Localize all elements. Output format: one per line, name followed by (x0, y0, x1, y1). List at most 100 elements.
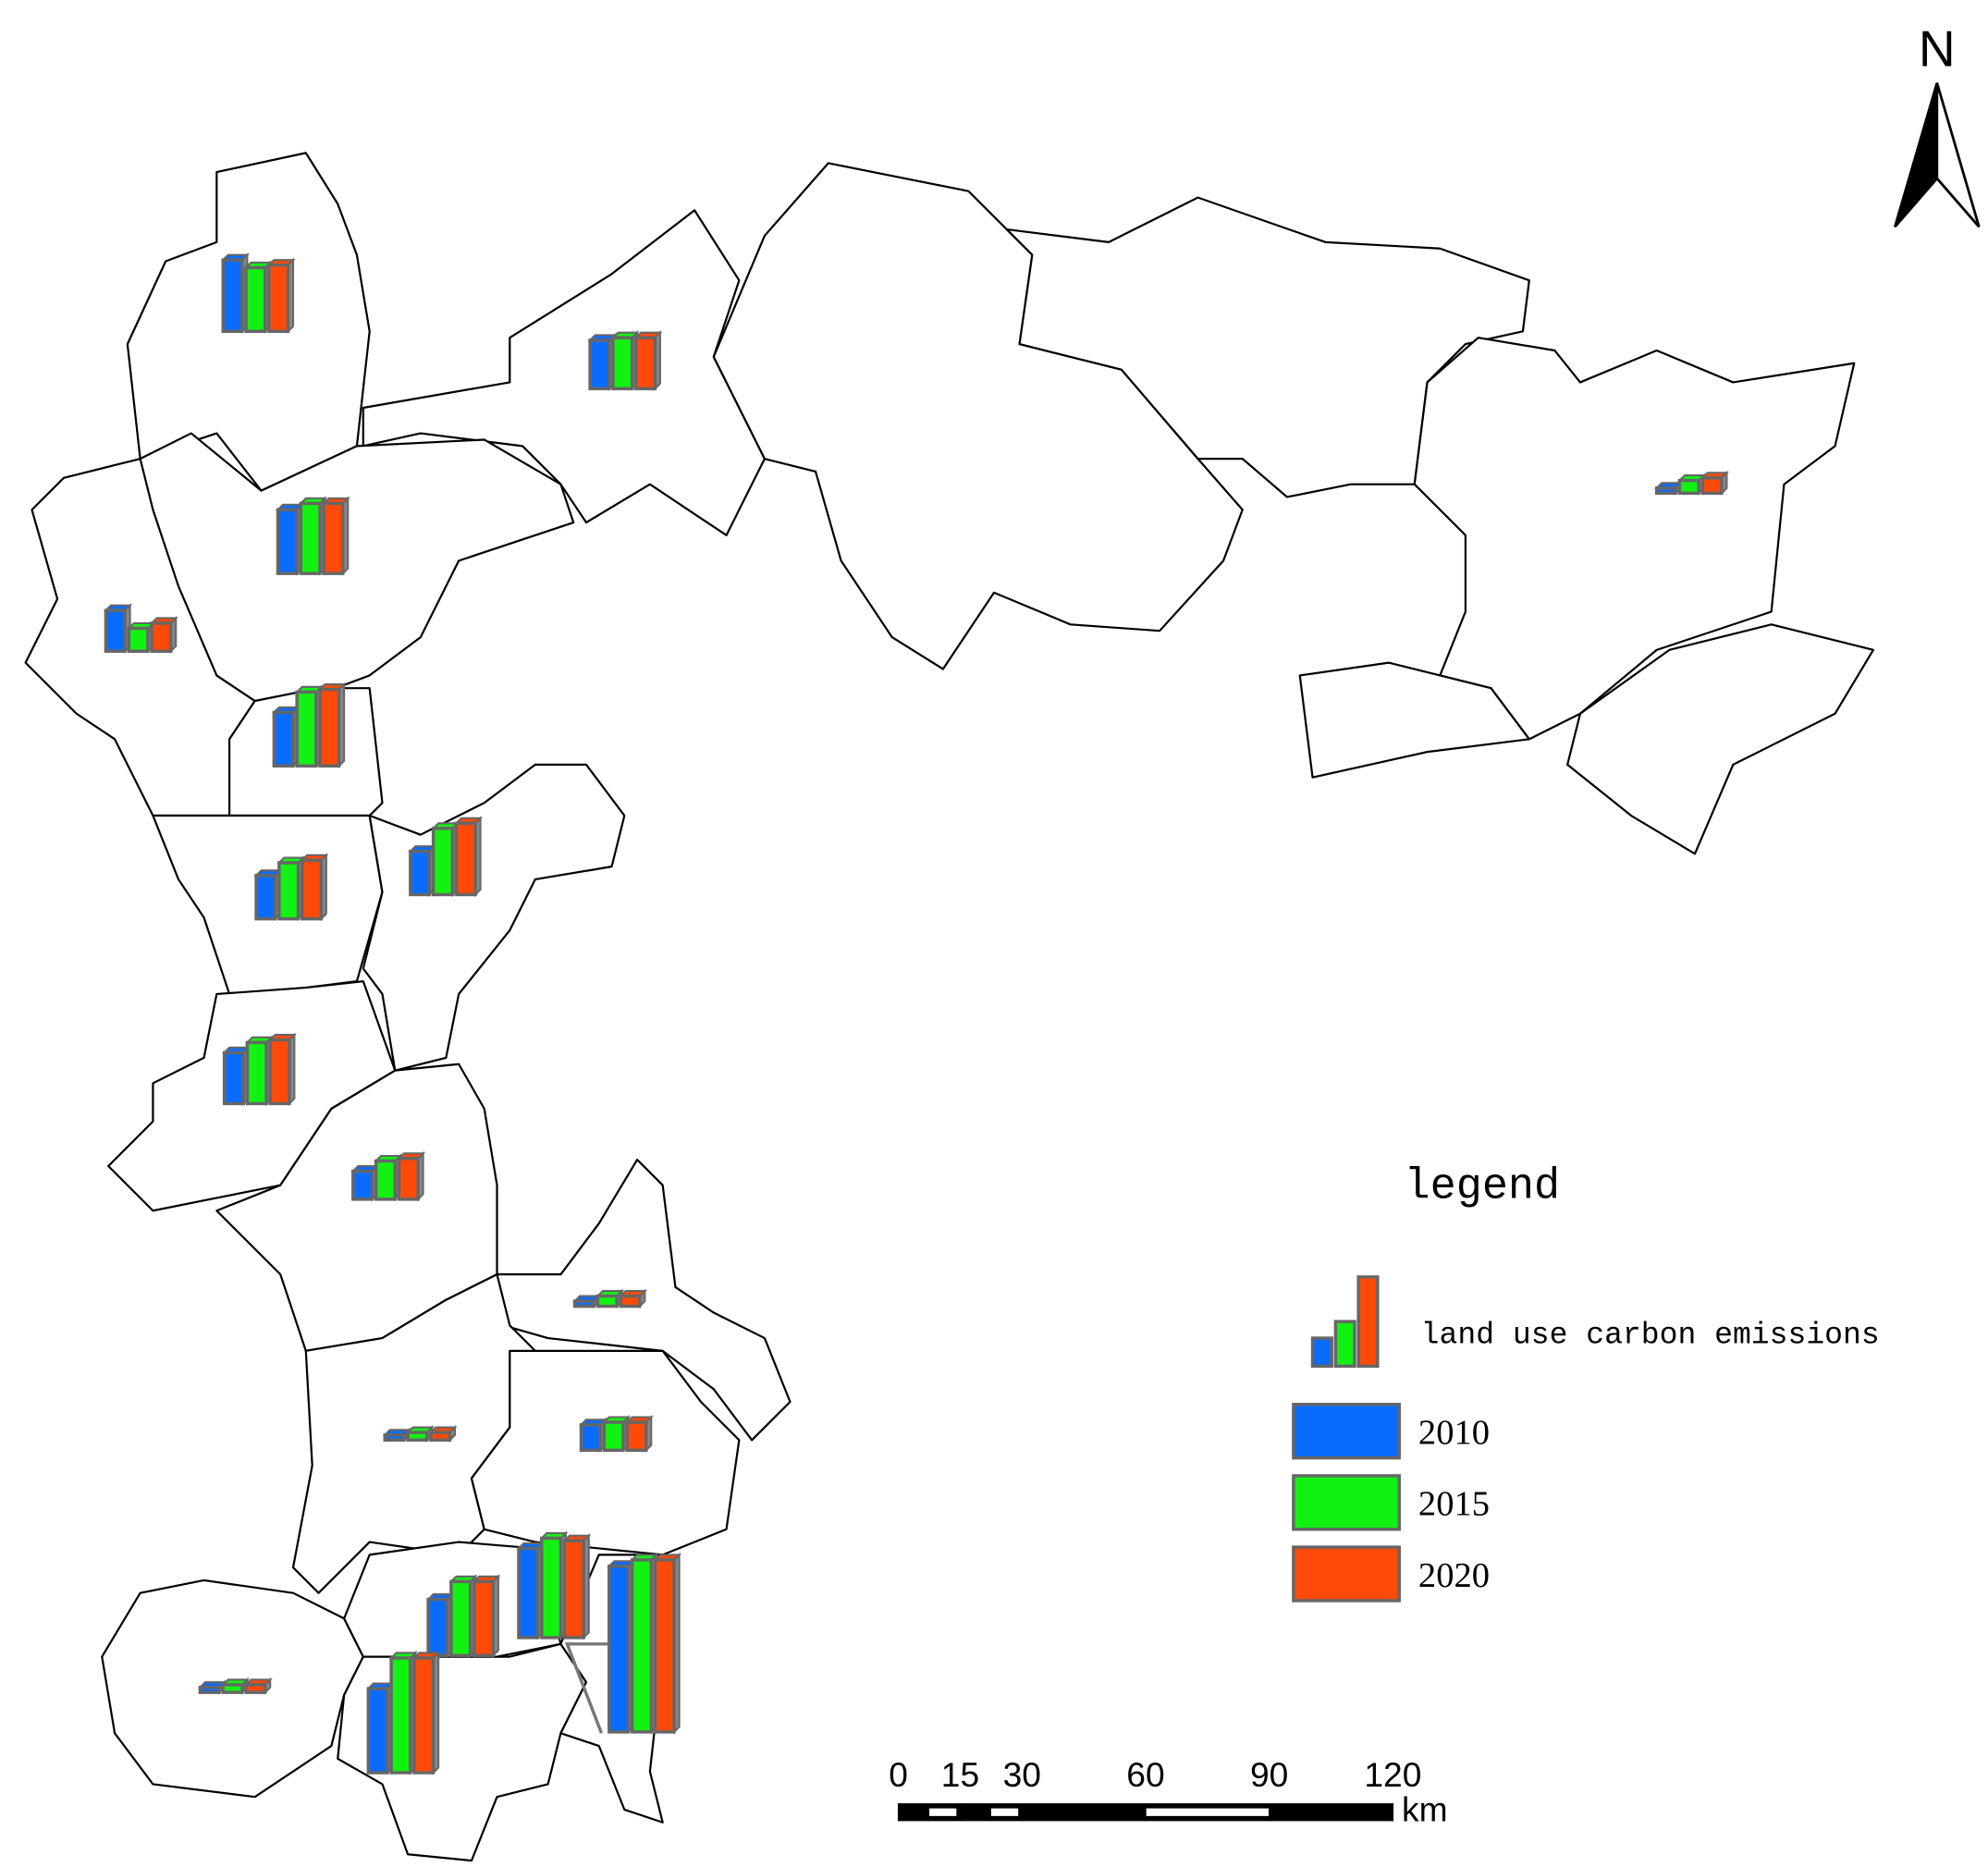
legend-symbol-label: land use carbon emissions (1421, 1318, 1880, 1353)
legend-swatch (1292, 1545, 1401, 1603)
bar-group (587, 330, 663, 391)
scale-tick-label: 0 (889, 1755, 908, 1794)
bar (611, 336, 634, 391)
bar (150, 621, 173, 653)
bar (449, 1579, 472, 1657)
bar (1677, 478, 1700, 496)
legend-symbol-bar (1310, 1336, 1333, 1369)
legend-symbol-bar (1333, 1320, 1356, 1369)
leader-line (564, 1642, 609, 1734)
bar (267, 263, 290, 334)
bar (625, 1420, 648, 1453)
bar-group (365, 1650, 441, 1775)
bar-group (1654, 470, 1729, 496)
north-label: N (1919, 20, 1956, 78)
bar-symbols (103, 252, 1729, 1775)
bar (322, 501, 345, 575)
bar-group (572, 1288, 647, 1309)
bar (619, 1294, 642, 1308)
bar (104, 608, 127, 653)
bar (412, 1656, 436, 1775)
scale-tick-label: 120 (1364, 1755, 1421, 1794)
region (1413, 337, 1856, 741)
bar (406, 1431, 429, 1443)
bar-group (350, 1150, 426, 1202)
bar (397, 1157, 420, 1201)
bar (244, 1683, 267, 1694)
bar (517, 1546, 540, 1640)
bar (245, 1040, 268, 1106)
scale-bar-segment (929, 1808, 957, 1816)
scale-tick-label: 90 (1250, 1755, 1288, 1794)
scale-unit: km (1402, 1789, 1448, 1828)
region (470, 1349, 741, 1556)
bar-group (222, 1032, 297, 1106)
region (1298, 661, 1530, 779)
regions (24, 152, 1875, 1862)
scale-tick-label: 30 (1003, 1755, 1041, 1794)
bar (272, 710, 295, 768)
bar (579, 1423, 602, 1453)
scale-bar-segment (1146, 1808, 1270, 1816)
legend: 2010 2015 2020 (1292, 1403, 1490, 1603)
bar (454, 821, 477, 897)
legend-label: 2015 (1418, 1485, 1490, 1524)
bar-group (275, 496, 350, 576)
bar (572, 1299, 595, 1308)
bar (426, 1597, 449, 1657)
region (362, 763, 626, 1072)
bar-group (578, 1415, 654, 1453)
bar (222, 1050, 245, 1106)
bar-group (220, 252, 296, 334)
legend-symbol (1310, 1275, 1380, 1369)
bar (127, 626, 150, 653)
north-arrow (1935, 82, 1981, 228)
bar (653, 1558, 676, 1734)
bar (300, 858, 324, 921)
bar (472, 1579, 496, 1657)
bar (389, 1656, 412, 1775)
bar (602, 1420, 625, 1453)
bar (221, 258, 244, 334)
bar (276, 508, 299, 575)
bar (374, 1159, 397, 1201)
bar (429, 1431, 452, 1443)
legend-label: 2010 (1418, 1413, 1490, 1452)
bar (540, 1536, 563, 1640)
bar (634, 336, 657, 391)
scale-tick-label: 60 (1126, 1755, 1164, 1794)
region (1566, 623, 1875, 855)
bar (1700, 476, 1724, 496)
bar (277, 861, 301, 921)
bar (409, 849, 432, 897)
scale-bar-segment (990, 1808, 1019, 1816)
bar-group (382, 1425, 458, 1443)
bar (254, 874, 277, 921)
scale-tick-label: 15 (941, 1755, 979, 1794)
bar (383, 1433, 406, 1443)
bar (588, 338, 611, 391)
bar (607, 1565, 631, 1734)
legend-swatch (1292, 1474, 1401, 1531)
bar-group (271, 682, 347, 768)
legend-symbol-bar (1356, 1275, 1380, 1369)
bar (318, 687, 341, 768)
bar (244, 265, 267, 334)
legend-title: legend (1404, 1162, 1560, 1211)
bar-group (425, 1574, 501, 1658)
bar-group (607, 1552, 682, 1735)
bar-group (516, 1530, 592, 1640)
bar (221, 1683, 244, 1694)
bar-group (408, 816, 484, 897)
bar-group (103, 603, 178, 654)
bar (630, 1558, 653, 1734)
bar-group (253, 853, 329, 922)
bar (366, 1687, 389, 1775)
legend-label: 2020 (1418, 1556, 1490, 1595)
bar (595, 1294, 619, 1308)
bar (1654, 486, 1678, 496)
legend-swatch (1292, 1403, 1401, 1460)
bar (198, 1685, 221, 1694)
